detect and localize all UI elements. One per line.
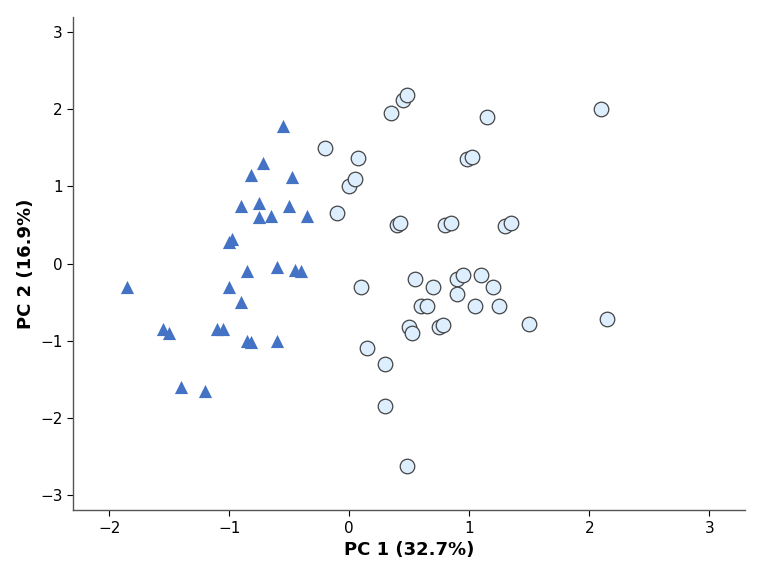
Point <box>451 274 463 283</box>
Point <box>253 213 265 222</box>
Point <box>427 282 440 291</box>
Point <box>433 322 445 331</box>
Point <box>217 324 229 334</box>
Point <box>163 328 175 338</box>
Point <box>595 105 607 114</box>
Point <box>199 386 211 395</box>
Point <box>226 234 238 244</box>
Point <box>523 319 536 328</box>
Point <box>466 153 478 162</box>
Point <box>235 297 248 306</box>
Point <box>235 201 248 210</box>
Point <box>401 461 413 470</box>
Point <box>286 172 298 181</box>
Point <box>403 322 415 331</box>
Point <box>409 274 421 283</box>
Point <box>445 219 457 228</box>
Point <box>223 282 235 291</box>
Point <box>223 237 235 247</box>
Point <box>211 324 223 334</box>
Point <box>157 324 169 334</box>
Point <box>257 158 269 168</box>
Point <box>121 282 133 291</box>
Point <box>397 96 409 105</box>
X-axis label: PC 1 (32.7%): PC 1 (32.7%) <box>344 541 475 559</box>
Point <box>379 359 392 369</box>
Point <box>319 143 331 153</box>
Point <box>301 211 313 220</box>
Point <box>283 201 296 210</box>
Point <box>265 211 277 220</box>
Point <box>505 219 517 228</box>
Point <box>277 122 290 131</box>
Point <box>457 271 469 280</box>
Point <box>289 265 301 274</box>
Point <box>349 174 361 183</box>
Point <box>401 91 413 100</box>
Point <box>415 301 427 310</box>
Point <box>393 219 405 228</box>
Point <box>241 267 253 276</box>
Point <box>421 301 434 310</box>
Point <box>271 336 283 345</box>
Point <box>271 263 283 272</box>
Point <box>475 271 488 280</box>
Point <box>469 301 482 310</box>
Point <box>355 282 367 291</box>
Y-axis label: PC 2 (16.9%): PC 2 (16.9%) <box>17 198 34 329</box>
Point <box>241 336 253 345</box>
Point <box>361 344 373 353</box>
Point <box>391 221 403 230</box>
Point <box>601 314 613 324</box>
Point <box>253 199 265 208</box>
Point <box>405 328 418 338</box>
Point <box>439 221 451 230</box>
Point <box>379 401 392 411</box>
Point <box>437 321 449 330</box>
Point <box>245 338 257 347</box>
Point <box>481 112 493 122</box>
Point <box>245 170 257 179</box>
Point <box>451 290 463 299</box>
Point <box>175 382 187 392</box>
Point <box>487 282 499 291</box>
Point <box>295 267 307 276</box>
Point <box>499 222 511 231</box>
Point <box>343 182 355 191</box>
Point <box>351 153 363 162</box>
Point <box>461 155 473 164</box>
Point <box>385 108 397 118</box>
Point <box>331 209 344 218</box>
Point <box>493 301 505 310</box>
